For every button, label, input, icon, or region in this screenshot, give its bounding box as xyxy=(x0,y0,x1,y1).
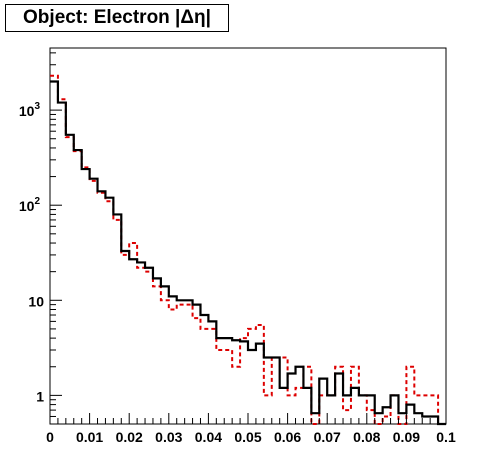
x-tick-label: 0 xyxy=(46,429,54,445)
y-tick-label: 10 xyxy=(28,293,44,309)
x-tick-label: 0.05 xyxy=(234,429,261,445)
series-1 xyxy=(50,74,446,425)
x-tick-label: 0.09 xyxy=(393,429,420,445)
x-tick-label: 0.08 xyxy=(353,429,380,445)
series-0 xyxy=(50,80,446,426)
x-tick-label: 0.06 xyxy=(274,429,301,445)
x-tick-label: 0.07 xyxy=(314,429,341,445)
x-tick-label: 0.1 xyxy=(436,429,456,445)
x-tick-label: 0.03 xyxy=(155,429,182,445)
plot-frame xyxy=(49,47,447,425)
series-0-line xyxy=(50,80,446,426)
chart-title: Object: Electron |Δη| xyxy=(5,4,229,32)
y-tick-label: 102 xyxy=(19,196,41,214)
x-tick-label: 0.02 xyxy=(116,429,143,445)
y-tick-label: 103 xyxy=(19,101,41,119)
x-tick-label: 0.04 xyxy=(195,429,222,445)
y-tick-label: 1 xyxy=(36,388,44,404)
series-1-line xyxy=(50,74,446,425)
x-tick-label: 0.01 xyxy=(76,429,103,445)
